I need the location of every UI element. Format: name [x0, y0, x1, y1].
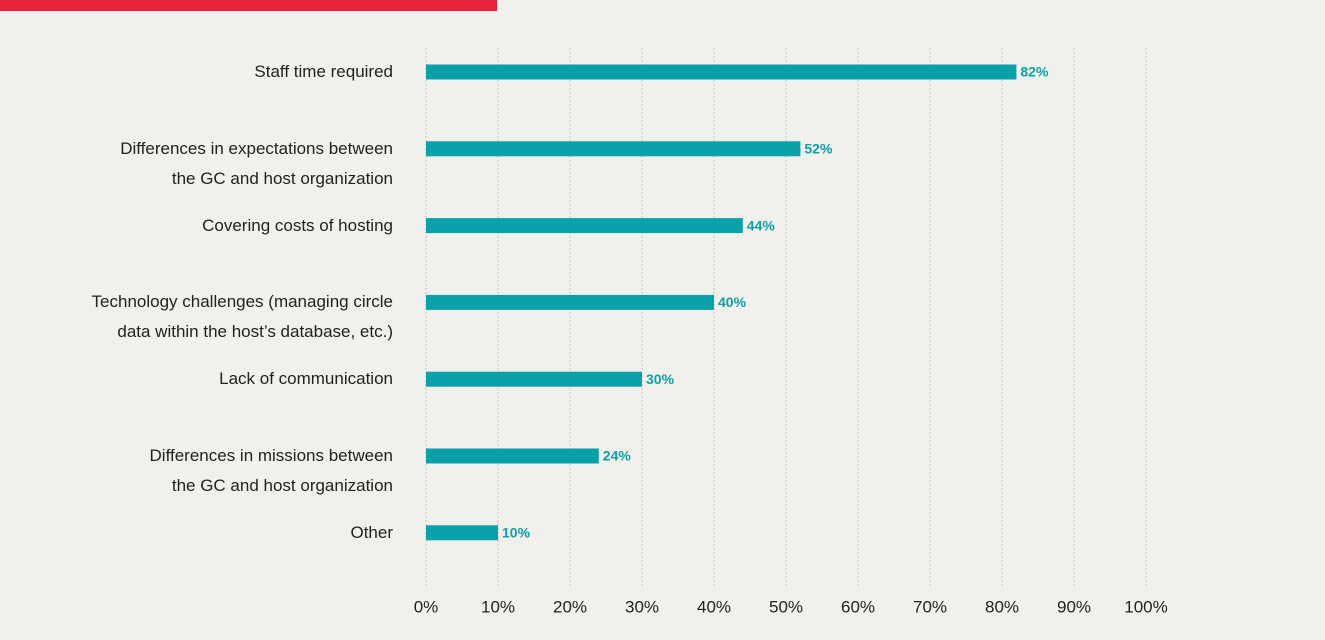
value-label: 10% [502, 525, 531, 541]
category-label: Technology challenges (managing circle d… [91, 292, 393, 342]
category-label: Staff time required [254, 62, 393, 81]
bar [426, 525, 498, 541]
x-tick-label: 70% [913, 597, 947, 616]
bar [426, 371, 642, 387]
accent-bar [0, 0, 497, 11]
bar [426, 448, 599, 464]
x-tick-label: 30% [625, 597, 659, 616]
value-label: 30% [646, 371, 675, 387]
category-label: Differences in expectations between the … [120, 138, 393, 188]
bar [426, 64, 1017, 80]
x-tick-label: 60% [841, 597, 875, 616]
value-label: 52% [804, 141, 833, 157]
value-label: 44% [747, 217, 776, 233]
value-label: 40% [718, 294, 747, 310]
category-label: Differences in missions between the GC a… [149, 446, 393, 495]
x-tick-label: 10% [481, 597, 515, 616]
bar [426, 141, 801, 157]
x-tick-label: 80% [985, 597, 1019, 616]
value-label: 82% [1020, 64, 1049, 80]
category-label: Covering costs of hosting [202, 215, 393, 235]
x-tick-label: 100% [1124, 597, 1167, 616]
x-tick-label: 20% [553, 597, 587, 616]
x-tick-label: 50% [769, 597, 803, 616]
category-label: Other [350, 522, 393, 542]
x-tick-label: 0% [414, 597, 439, 616]
x-tick-label: 40% [697, 597, 731, 616]
bar [426, 294, 714, 310]
bar [426, 218, 743, 234]
value-label: 24% [603, 448, 632, 464]
category-label: Lack of communication [219, 369, 393, 389]
x-tick-label: 90% [1057, 597, 1091, 616]
